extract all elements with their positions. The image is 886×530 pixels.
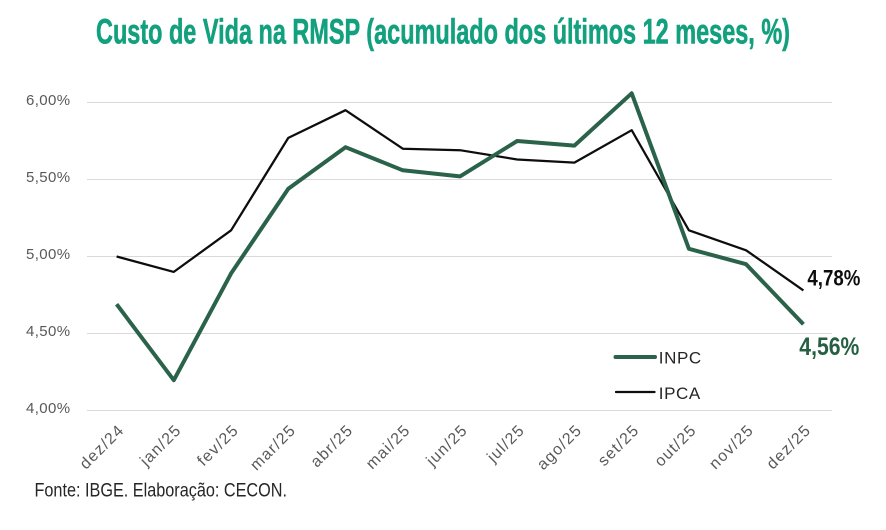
svg-text:4,50%: 4,50% xyxy=(26,323,71,340)
svg-text:Custo de Vida na RMSP (acumula: Custo de Vida na RMSP (acumulado dos últ… xyxy=(96,12,790,51)
svg-text:4,56%: 4,56% xyxy=(799,333,859,361)
svg-text:5,50%: 5,50% xyxy=(26,169,71,186)
svg-text:4,00%: 4,00% xyxy=(26,400,71,417)
svg-text:4,78%: 4,78% xyxy=(807,265,860,290)
svg-text:INPC: INPC xyxy=(659,348,702,367)
svg-text:IPCA: IPCA xyxy=(659,384,701,403)
svg-text:5,00%: 5,00% xyxy=(26,246,71,263)
svg-text:6,00%: 6,00% xyxy=(26,92,71,109)
svg-text:Fonte: IBGE. Elaboração: CECON: Fonte: IBGE. Elaboração: CECON. xyxy=(35,480,288,501)
